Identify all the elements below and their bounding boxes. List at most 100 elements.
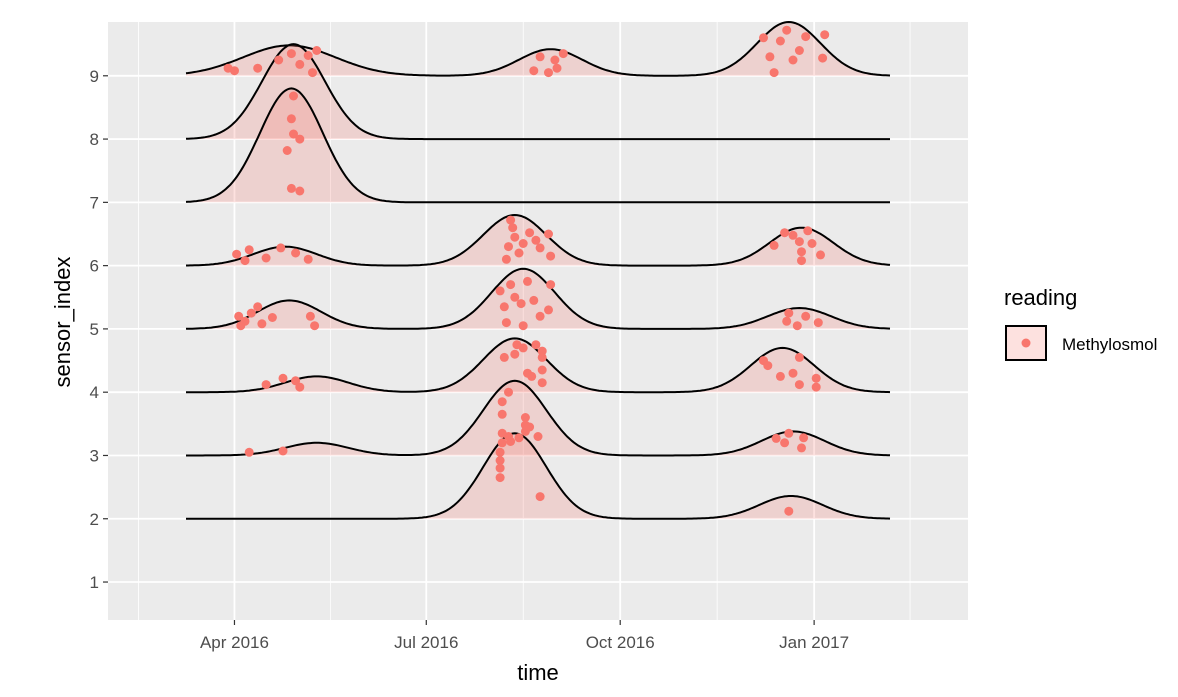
point-sensor-6-16 [535,243,545,253]
point-sensor-5-6 [267,313,277,322]
point-sensor-9-21 [794,46,804,55]
point-sensor-6-2 [244,245,254,255]
point-sensor-3-17 [799,433,809,443]
legend-entry-label: Methylosmol [1062,335,1157,354]
point-sensor-9-12 [550,55,560,65]
point-sensor-9-5 [295,59,305,69]
grid-lines [108,22,968,620]
y-tick-label-4: 4 [90,383,99,402]
ridge-area-3 [186,380,890,456]
point-sensor-3-1 [278,446,288,456]
point-sensor-5-16 [523,276,532,286]
point-sensor-4-22 [811,382,821,392]
point-sensor-3-4 [497,397,507,407]
point-sensor-5-2 [240,316,250,326]
ridge-area-7 [186,88,890,203]
point-sensor-5-0 [234,311,244,321]
point-sensor-6-27 [816,250,825,260]
point-sensor-4-0 [261,380,271,390]
point-sensor-9-7 [308,68,317,78]
point-sensor-5-22 [784,308,794,318]
point-sensor-5-25 [813,318,823,328]
point-sensor-9-2 [253,63,263,73]
plot-panel [108,22,968,620]
point-sensor-3-16 [797,443,806,453]
point-sensor-6-24 [797,256,806,266]
ridge-line-7 [185,87,890,204]
point-sensor-2-6 [535,492,545,502]
point-sensor-4-9 [527,371,537,381]
point-sensor-9-10 [535,52,545,62]
point-sensor-6-13 [518,239,528,248]
point-sensor-4-1 [278,373,288,383]
point-sensor-5-24 [801,311,811,321]
point-sensor-2-7 [784,506,794,516]
x-axis: Apr 2016 Jul 2016 Oct 2016 Jan 2017 [200,620,849,652]
point-sensor-6-8 [504,242,513,252]
y-tick-label-8: 8 [90,130,99,149]
point-sensor-9-22 [801,32,811,42]
point-sensor-4-21 [811,373,821,383]
point-sensor-5-15 [518,321,528,331]
point-sensor-8-3 [295,134,305,144]
point-sensor-6-20 [780,228,790,238]
point-sensor-3-13 [771,433,781,443]
point-sensor-5-18 [535,311,545,321]
point-sensor-2-1 [495,463,505,473]
point-sensor-9-15 [759,33,768,43]
ridge-area-4 [186,338,890,393]
legend: reading Methylosmol [1004,285,1157,361]
y-tick-label-1: 1 [90,573,99,592]
y-axis: 1 2 3 4 5 6 7 8 9 [90,67,108,592]
point-sensor-6-22 [794,237,804,247]
point-sensor-5-17 [529,295,539,305]
ridge-line-5 [185,267,891,330]
point-sensor-6-4 [276,243,286,253]
point-sensor-4-10 [531,340,541,350]
point-sensor-6-19 [769,240,779,250]
point-sensor-5-7 [305,311,315,321]
point-sensor-5-19 [544,305,553,315]
point-sensor-4-16 [763,361,773,371]
point-sensor-9-20 [788,55,798,65]
point-sensor-9-3 [274,55,284,65]
point-sensor-5-20 [546,280,556,290]
point-sensor-3-14 [780,438,790,448]
point-sensor-5-23 [792,321,802,331]
point-sensor-4-17 [775,371,785,381]
point-sensor-2-2 [495,456,505,465]
y-tick-label-5: 5 [90,320,99,339]
point-sensor-5-12 [506,280,516,290]
point-sensor-5-13 [510,292,520,302]
point-sensor-6-9 [506,215,516,225]
point-sensor-4-18 [788,368,798,378]
point-sensor-3-8 [520,413,530,422]
point-sensor-4-12 [537,352,547,362]
point-sensor-3-12 [533,432,543,441]
point-sensor-5-4 [253,302,263,312]
point-sensor-5-3 [246,308,256,318]
point-sensor-8-2 [289,91,298,101]
point-sensor-6-18 [546,251,556,261]
y-axis-title: sensor_index [50,257,75,388]
point-sensor-9-4 [286,49,296,59]
y-tick-label-2: 2 [90,510,99,529]
point-sensor-4-11 [537,346,547,356]
ridge-area-2 [186,433,890,519]
point-sensor-6-25 [803,226,813,236]
point-sensor-2-0 [495,473,505,483]
point-sensor-5-14 [516,299,526,309]
point-sensor-9-16 [765,52,775,62]
x-axis-title: time [517,660,559,685]
point-sensor-6-15 [531,235,541,245]
point-sensor-6-12 [514,248,524,258]
point-sensor-7-1 [286,183,296,193]
point-sensor-6-5 [291,248,301,258]
ridge-line-8 [185,43,890,141]
legend-title: reading [1004,285,1077,310]
point-sensor-5-9 [495,286,505,296]
point-sensor-3-6 [506,437,516,446]
ridge-line-2 [186,432,891,520]
point-sensor-9-14 [558,49,568,59]
